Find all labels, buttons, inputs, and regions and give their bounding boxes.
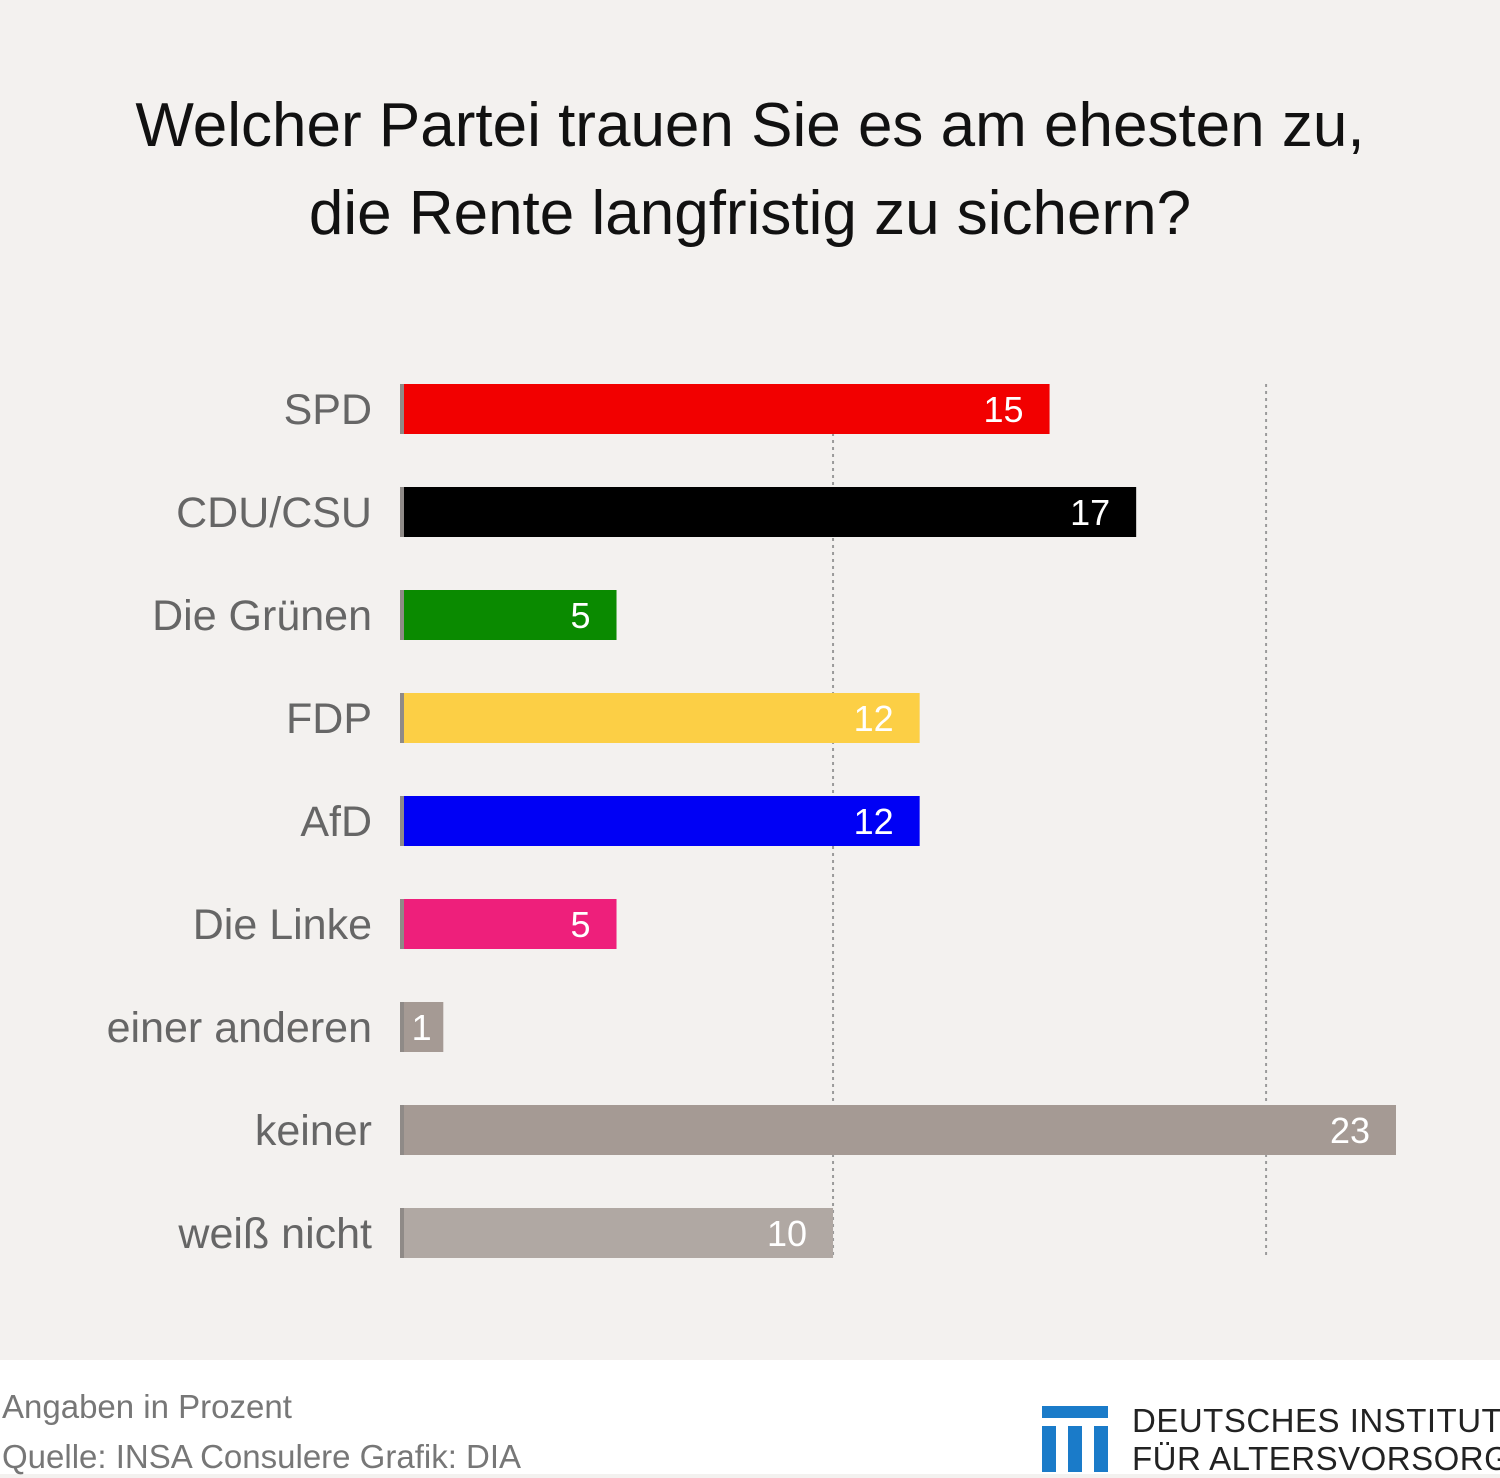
unit-note: Angaben in Prozent xyxy=(2,1388,292,1425)
data-label-7: 23 xyxy=(1330,1110,1370,1151)
institute-name-line-1: DEUTSCHES INSTITUT xyxy=(1132,1402,1500,1439)
bar-8 xyxy=(400,1208,834,1258)
category-label-7: keiner xyxy=(255,1107,372,1155)
bar-axis-stub-8 xyxy=(400,1208,404,1258)
bar-axis-stub-1 xyxy=(400,487,404,537)
category-label-8: weiß nicht xyxy=(177,1210,372,1258)
institute-name-line-2: FÜR ALTERSVORSORGE xyxy=(1132,1440,1500,1477)
institute-logo-icon xyxy=(1042,1406,1108,1472)
bar-4 xyxy=(400,796,920,846)
data-label-1: 17 xyxy=(1070,492,1110,533)
bar-7 xyxy=(400,1105,1396,1155)
category-label-3: FDP xyxy=(286,695,372,743)
category-label-2: Die Grünen xyxy=(152,592,372,640)
data-label-2: 5 xyxy=(570,595,590,636)
bar-3 xyxy=(400,693,920,743)
data-label-6: 1 xyxy=(412,1007,432,1048)
bar-6 xyxy=(400,1002,444,1052)
category-label-0: SPD xyxy=(284,386,372,434)
institute-name: DEUTSCHES INSTITUT FÜR ALTERSVORSORGE xyxy=(1132,1402,1500,1478)
data-label-8: 10 xyxy=(767,1213,807,1254)
bar-2 xyxy=(400,590,617,640)
bar-5 xyxy=(400,899,617,949)
data-label-5: 5 xyxy=(570,904,590,945)
bar-axis-stub-7 xyxy=(400,1105,404,1155)
data-label-4: 12 xyxy=(854,801,894,842)
footer: Angaben in Prozent Quelle: INSA Consuler… xyxy=(0,1360,1500,1477)
category-label-4: AfD xyxy=(300,798,372,846)
data-label-3: 12 xyxy=(854,698,894,739)
source-note: Quelle: INSA Consulere Grafik: DIA xyxy=(2,1438,522,1475)
bar-1 xyxy=(400,487,1137,537)
category-label-5: Die Linke xyxy=(193,901,372,949)
category-label-1: CDU/CSU xyxy=(176,489,372,537)
bar-axis-stub-0 xyxy=(400,384,404,434)
bar-axis-stub-5 xyxy=(400,899,404,949)
bar-axis-stub-2 xyxy=(400,590,404,640)
bar-0 xyxy=(400,384,1050,434)
category-label-6: einer anderen xyxy=(107,1004,372,1052)
chart-title-line-1: Welcher Partei trauen Sie es am ehesten … xyxy=(135,91,1365,160)
bar-axis-stub-3 xyxy=(400,693,404,743)
chart-title: Welcher Partei trauen Sie es am ehesten … xyxy=(0,82,1500,258)
data-label-0: 15 xyxy=(984,389,1024,430)
bar-axis-stub-4 xyxy=(400,796,404,846)
chart-title-line-2: die Rente langfristig zu sichern? xyxy=(308,179,1192,248)
bar-axis-stub-6 xyxy=(400,1002,404,1052)
